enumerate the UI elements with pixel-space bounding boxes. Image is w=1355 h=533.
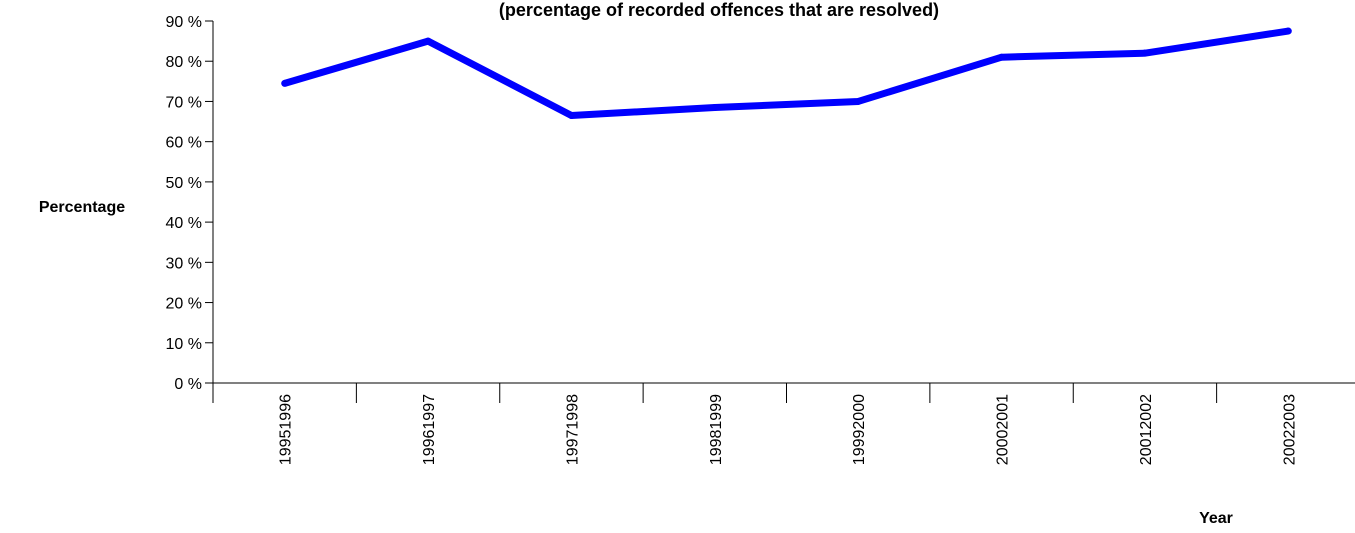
data-point — [1141, 49, 1149, 57]
y-tick-label: 60 % — [166, 135, 202, 152]
y-tick-label: 40 % — [166, 215, 202, 232]
data-point — [424, 37, 432, 45]
series-layer — [281, 27, 1292, 120]
data-point — [281, 79, 289, 87]
x-axis-title: Year — [1199, 510, 1233, 527]
data-point — [1284, 27, 1292, 35]
y-tick-label: 30 % — [166, 255, 202, 272]
x-tick-label: 19961997 — [421, 394, 438, 465]
chart-title: (percentage of recorded offences that ar… — [499, 0, 939, 20]
y-tick-label: 80 % — [166, 54, 202, 71]
data-point — [998, 53, 1006, 61]
x-tick-label: 20002001 — [995, 394, 1012, 465]
x-tick-label: 19992000 — [851, 394, 868, 465]
axes: 0 % 10 % 20 % 30 % 40 % 50 % 60 % 70 % 80 % 90 % 1… — [166, 14, 1355, 465]
y-tick-label: 70 % — [166, 94, 202, 111]
x-tick-label: 19981999 — [708, 394, 725, 465]
y-tick-label: 50 % — [166, 175, 202, 192]
y-tick-label: 10 % — [166, 336, 202, 353]
y-tick-label: 20 % — [166, 296, 202, 313]
x-tick-label: 19951996 — [278, 394, 295, 465]
data-point — [567, 112, 575, 120]
x-tick-label: 20012002 — [1138, 394, 1155, 465]
y-axis-title: Percentage — [39, 199, 125, 216]
x-tick-label: 20022003 — [1281, 394, 1298, 465]
data-point — [854, 97, 862, 105]
x-tick-label: 19971998 — [564, 394, 581, 465]
y-tick-label: 90 % — [166, 14, 202, 31]
series-line — [283, 27, 1289, 120]
data-point — [711, 103, 719, 111]
y-tick-label: 0 % — [174, 376, 202, 393]
